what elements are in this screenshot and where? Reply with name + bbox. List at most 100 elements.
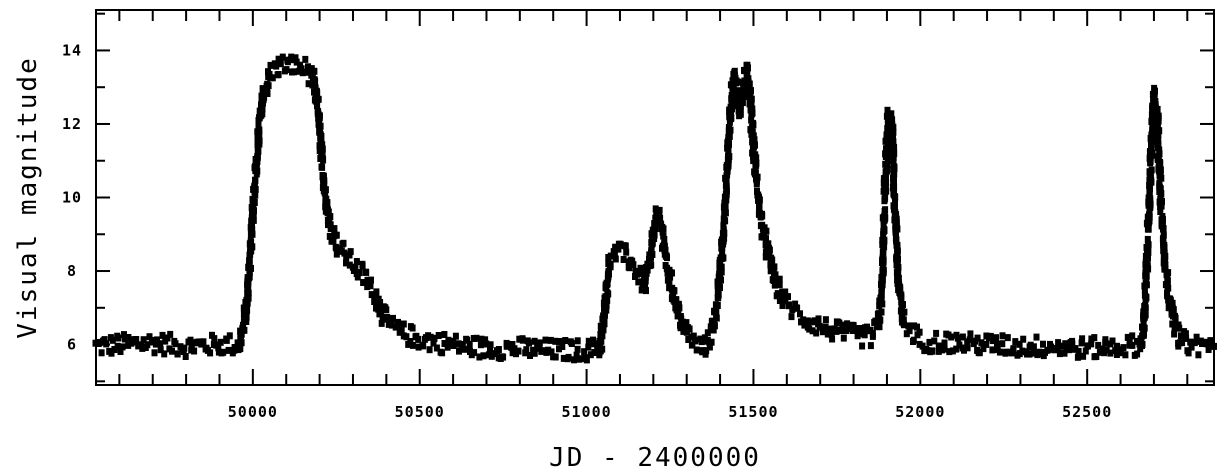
data-point	[305, 80, 312, 88]
data-point	[1149, 127, 1156, 135]
data-point	[731, 67, 738, 75]
data-point	[403, 333, 410, 341]
data-point	[536, 339, 543, 347]
data-point	[1156, 127, 1163, 135]
data-point	[279, 53, 286, 61]
data-point	[250, 216, 257, 224]
data-point	[254, 157, 261, 165]
data-point	[772, 277, 779, 285]
data-point	[1154, 143, 1161, 151]
data-point	[726, 118, 733, 126]
x-tick-label: 50500	[395, 403, 445, 421]
data-point	[766, 250, 773, 258]
data-point	[1004, 334, 1011, 342]
data-point	[441, 331, 448, 338]
data-point	[139, 344, 146, 352]
data-point	[420, 342, 427, 350]
data-point	[880, 266, 887, 274]
data-point	[953, 345, 960, 353]
data-point	[815, 315, 822, 323]
data-point	[154, 336, 160, 344]
data-point	[1134, 350, 1141, 358]
data-point	[607, 262, 614, 270]
data-point	[159, 331, 166, 339]
data-point	[737, 107, 744, 115]
data-point	[473, 334, 480, 342]
data-point	[1168, 299, 1175, 307]
data-point	[256, 126, 263, 134]
data-point	[254, 144, 261, 152]
data-point	[1187, 338, 1194, 346]
data-point	[720, 226, 727, 234]
data-point	[562, 337, 569, 344]
data-point	[779, 302, 786, 309]
data-point	[283, 66, 290, 74]
data-point	[246, 273, 253, 281]
data-point	[1093, 353, 1100, 360]
data-point	[771, 281, 778, 289]
data-point	[1120, 344, 1127, 352]
data-point	[910, 336, 917, 344]
data-point	[639, 270, 646, 278]
data-point	[890, 179, 897, 187]
data-point	[901, 308, 908, 316]
data-point	[1145, 194, 1152, 202]
data-point	[315, 95, 322, 103]
data-point	[527, 352, 533, 359]
data-point	[749, 131, 756, 139]
data-point	[894, 267, 901, 275]
data-point	[877, 295, 884, 302]
data-point	[827, 325, 834, 333]
data-point	[119, 343, 126, 351]
data-point	[1030, 343, 1037, 351]
data-point	[649, 251, 656, 258]
data-point	[430, 339, 437, 347]
data-point	[767, 261, 774, 269]
data-point	[822, 316, 829, 324]
data-point	[269, 74, 276, 82]
data-point	[1170, 306, 1177, 314]
axes	[95, 9, 1215, 386]
data-point	[603, 284, 610, 292]
data-point	[347, 248, 354, 256]
data-point	[375, 305, 382, 313]
data-point	[891, 170, 898, 178]
data-point	[886, 128, 893, 136]
data-point	[961, 346, 967, 354]
data-point	[900, 301, 906, 308]
data-point	[314, 89, 321, 97]
data-point	[471, 349, 478, 357]
data-point	[1148, 166, 1155, 174]
data-point	[250, 202, 257, 210]
data-point	[720, 222, 727, 230]
data-point	[480, 352, 487, 360]
data-point	[888, 138, 895, 146]
x-tick-label: 51000	[562, 403, 612, 421]
data-point	[806, 325, 813, 333]
data-point	[568, 340, 575, 347]
data-point	[495, 346, 502, 353]
data-point	[236, 343, 243, 351]
data-point	[980, 345, 987, 353]
data-point	[881, 215, 888, 223]
data-point	[574, 337, 581, 345]
data-point	[727, 126, 734, 134]
data-point	[356, 269, 363, 277]
data-point	[1155, 166, 1162, 174]
y-tick-label: 12	[62, 115, 82, 133]
data-point	[710, 319, 717, 327]
data-point	[901, 321, 907, 329]
data-point	[702, 350, 709, 358]
data-point	[1138, 335, 1145, 343]
data-point	[662, 246, 669, 254]
data-point	[675, 300, 682, 308]
data-point	[1078, 339, 1085, 347]
data-point	[1155, 138, 1162, 146]
data-point	[721, 216, 728, 224]
data-point	[249, 209, 256, 217]
data-point	[894, 225, 901, 233]
data-point	[661, 236, 668, 243]
data-point	[1114, 342, 1120, 350]
data-point	[673, 296, 680, 304]
data-point	[302, 68, 309, 76]
